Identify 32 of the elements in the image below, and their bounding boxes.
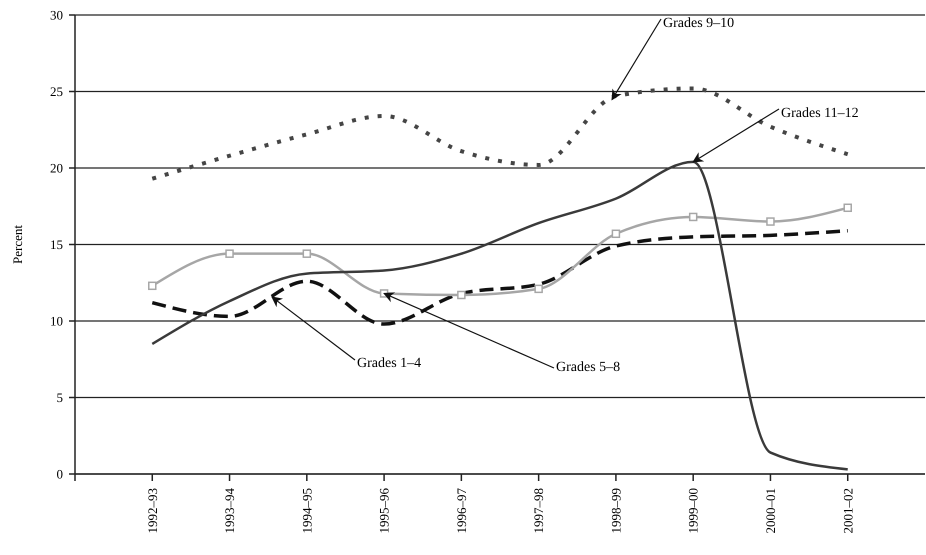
point	[534, 284, 543, 294]
x-tick-label: 2001–02	[840, 488, 856, 534]
point	[612, 230, 620, 238]
text: Grades 9–10	[663, 16, 734, 31]
text: Grades 1–4	[357, 356, 422, 371]
y-tick-label: 20	[50, 160, 63, 176]
point	[843, 204, 852, 212]
y-tick-label: 0	[56, 466, 63, 482]
y-axis-title: Percent	[10, 224, 25, 264]
point	[148, 282, 157, 290]
x-tick-label: 1994–95	[299, 488, 314, 534]
point	[688, 212, 698, 222]
text: Grades 11–12	[781, 106, 859, 121]
x-tick-label: 1992–93	[144, 488, 160, 534]
point	[302, 249, 312, 258]
point	[457, 290, 466, 300]
point	[766, 217, 775, 226]
y-tick-label: 15	[50, 237, 63, 252]
y-tick-label: 10	[50, 314, 63, 329]
line-series	[151, 160, 849, 471]
x-tick-label: 1995–96	[376, 488, 392, 534]
x-tick-label: 1998–99	[608, 488, 624, 534]
x-tick-label: 1997–98	[531, 488, 546, 534]
x-tick-label: 2000–01	[763, 488, 778, 534]
x-tick-label: 1996–97	[454, 488, 469, 534]
y-tick-label: 5	[56, 390, 63, 406]
y-tick-label: 30	[50, 8, 63, 23]
x-tick-label: 1999–00	[686, 488, 701, 534]
y-tick-label: 25	[50, 84, 63, 100]
x-tick-label: 1993–94	[222, 488, 238, 534]
text: Grades 5–8	[556, 360, 620, 375]
point	[225, 249, 234, 258]
